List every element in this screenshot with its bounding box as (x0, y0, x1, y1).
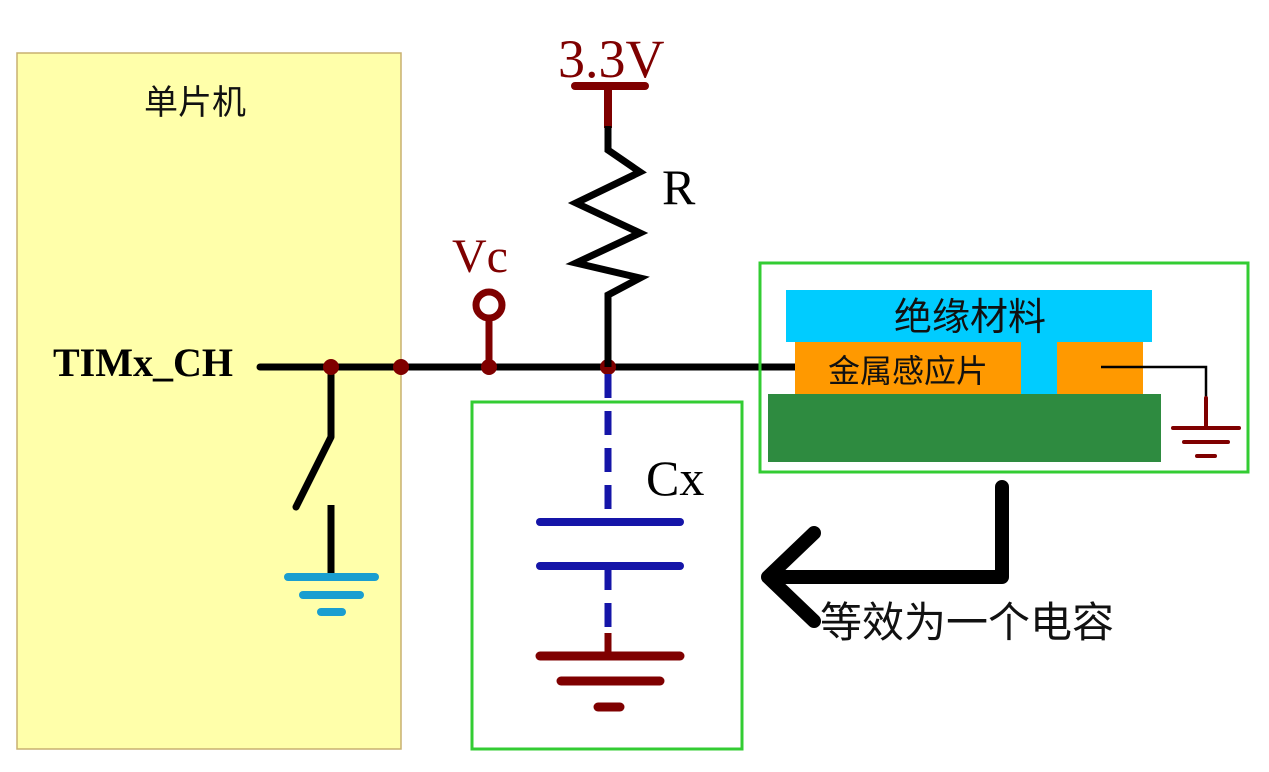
probe-terminal (472, 288, 506, 322)
capacitor-box (470, 400, 744, 751)
junction-dot-switch (323, 359, 339, 375)
metal-pad-label: 金属感应片 (828, 352, 988, 390)
capacitor-label: Cx (646, 450, 704, 506)
mcu-ground-icon (284, 573, 379, 616)
equivalent-label: 等效为一个电容 (820, 598, 1114, 647)
pcb-board (768, 394, 1161, 462)
pin-label: TIMx_CH (53, 340, 233, 385)
mcu-block (16, 52, 402, 750)
capacitor-ground-icon (535, 651, 685, 712)
insulator-label: 绝缘材料 (894, 295, 1046, 339)
equivalent-arrow-path (773, 480, 1009, 584)
resistor-zigzag (565, 126, 650, 367)
sensor-ground-icon (1171, 396, 1241, 458)
sensor-box (758, 261, 1250, 474)
equivalent-arrow-head (761, 526, 821, 628)
switch-blade (292, 433, 335, 511)
mcu-label: 单片机 (144, 83, 246, 123)
insulator-gap (1021, 342, 1057, 394)
junction-dot-mcu-edge (393, 359, 409, 375)
supply-label: 3.3V (558, 29, 665, 89)
insulator-layer (786, 290, 1152, 342)
resistor-label: R (662, 159, 696, 215)
metal-pad-left (795, 342, 1021, 394)
probe-label: Vc (452, 230, 508, 283)
